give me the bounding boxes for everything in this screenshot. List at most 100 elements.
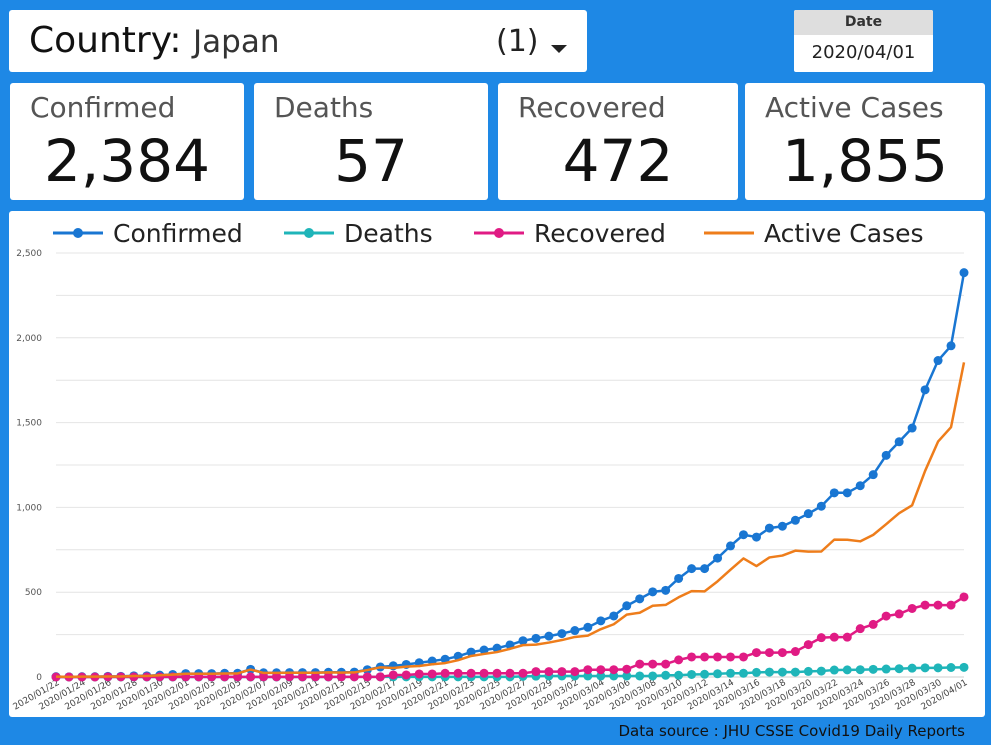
data-point-recovered <box>155 672 165 682</box>
data-point-confirmed <box>946 341 956 351</box>
series-recovered <box>51 592 969 682</box>
date-filter-value[interactable]: 2020/04/01 <box>811 42 916 63</box>
kpi-label-recovered: Recovered <box>518 91 666 124</box>
data-point-deaths <box>777 667 787 677</box>
data-point-confirmed <box>687 564 697 574</box>
data-point-deaths <box>700 669 710 679</box>
data-point-confirmed <box>557 629 567 639</box>
data-point-recovered <box>829 632 839 642</box>
data-point-recovered <box>687 652 697 662</box>
data-point-confirmed <box>635 594 645 604</box>
data-point-recovered <box>557 667 567 677</box>
date-filter[interactable]: Date 2020/04/01 <box>794 10 933 72</box>
data-point-deaths <box>648 671 658 681</box>
legend-item-confirmed: Confirmed <box>53 219 243 248</box>
data-point-confirmed <box>674 573 684 583</box>
data-point-deaths <box>583 671 593 681</box>
legend-marker-deaths <box>304 228 314 238</box>
data-point-deaths <box>726 668 736 678</box>
legend-label-recovered: Recovered <box>534 219 666 248</box>
series-line-recovered <box>56 595 965 679</box>
data-point-recovered <box>764 648 774 658</box>
data-point-confirmed <box>868 470 878 480</box>
data-point-recovered <box>323 672 333 682</box>
legend-marker-confirmed <box>73 228 83 238</box>
data-point-confirmed <box>790 515 800 525</box>
data-point-recovered <box>726 652 736 662</box>
data-point-recovered <box>453 668 463 678</box>
y-tick-label: 0 <box>36 673 42 683</box>
chart-legend: Confirmed Deaths Recovered Active Cases <box>53 219 924 248</box>
series-line-active-cases <box>55 362 966 679</box>
y-tick-label: 2,500 <box>16 249 42 259</box>
data-point-recovered <box>881 611 891 621</box>
data-point-deaths <box>881 664 891 674</box>
legend-item-active-cases: Active Cases <box>704 219 924 248</box>
kpi-label-active-cases: Active Cases <box>765 91 944 124</box>
country-filter-value: Japan <box>193 24 280 60</box>
data-point-recovered <box>842 632 852 642</box>
data-point-recovered <box>336 672 346 682</box>
data-point-recovered <box>310 672 320 682</box>
country-filter-separator: : <box>169 20 182 61</box>
data-point-deaths <box>790 667 800 677</box>
data-point-deaths <box>894 664 904 674</box>
time-series-chart: 0 500 1,000 1,500 2,000 2,500 2020/01/22 2020/0… <box>9 211 985 717</box>
data-point-deaths <box>907 663 917 673</box>
kpi-value-recovered: 472 <box>562 127 674 195</box>
data-point-recovered <box>362 672 372 682</box>
data-point-confirmed <box>596 616 606 626</box>
data-point-confirmed <box>648 587 658 597</box>
data-point-recovered <box>738 652 748 662</box>
data-point-recovered <box>272 672 282 682</box>
data-point-recovered <box>622 664 632 674</box>
data-point-recovered <box>661 659 671 669</box>
data-point-deaths <box>609 671 619 681</box>
series-confirmed <box>51 268 969 682</box>
kpi-card-confirmed: Confirmed 2,384 <box>10 83 244 200</box>
y-tick-label: 500 <box>25 588 42 598</box>
y-tick-label: 1,000 <box>16 503 42 513</box>
data-point-confirmed <box>881 450 891 460</box>
data-point-recovered <box>933 600 943 610</box>
chevron-down-icon[interactable] <box>551 45 567 53</box>
data-point-deaths <box>661 670 671 680</box>
data-point-confirmed <box>544 631 554 641</box>
date-filter-label: Date <box>794 10 933 35</box>
data-point-recovered <box>492 668 502 678</box>
data-point-recovered <box>505 668 515 678</box>
data-point-confirmed <box>713 553 723 563</box>
legend-item-deaths: Deaths <box>284 219 433 248</box>
data-point-deaths <box>842 665 852 675</box>
data-point-recovered <box>868 619 878 629</box>
data-point-recovered <box>401 670 411 680</box>
y-tick-label: 2,000 <box>16 334 42 344</box>
data-point-recovered <box>894 609 904 619</box>
data-point-recovered <box>349 672 359 682</box>
data-point-recovered <box>751 648 761 658</box>
data-point-confirmed <box>661 585 671 595</box>
data-point-recovered <box>674 655 684 665</box>
data-point-recovered <box>777 648 787 658</box>
data-point-deaths <box>946 663 956 673</box>
data-point-confirmed <box>764 523 774 533</box>
series-active-cases <box>55 362 966 679</box>
data-point-recovered <box>518 668 528 678</box>
country-filter[interactable]: Country: Japan (1) <box>9 10 587 72</box>
data-point-confirmed <box>855 481 865 491</box>
data-point-recovered <box>479 668 489 678</box>
data-point-deaths <box>738 668 748 678</box>
country-selected-count: (1) <box>496 24 539 59</box>
data-point-recovered <box>414 669 424 679</box>
data-point-recovered <box>596 665 606 675</box>
data-point-recovered <box>297 672 307 682</box>
data-point-recovered <box>246 672 256 682</box>
data-point-deaths <box>596 671 606 681</box>
country-filter-title: Country <box>29 20 170 61</box>
data-point-deaths <box>868 664 878 674</box>
data-point-deaths <box>816 666 826 676</box>
data-point-confirmed <box>570 626 580 636</box>
data-point-confirmed <box>726 541 736 551</box>
data-point-recovered <box>544 667 554 677</box>
data-point-recovered <box>609 665 619 675</box>
